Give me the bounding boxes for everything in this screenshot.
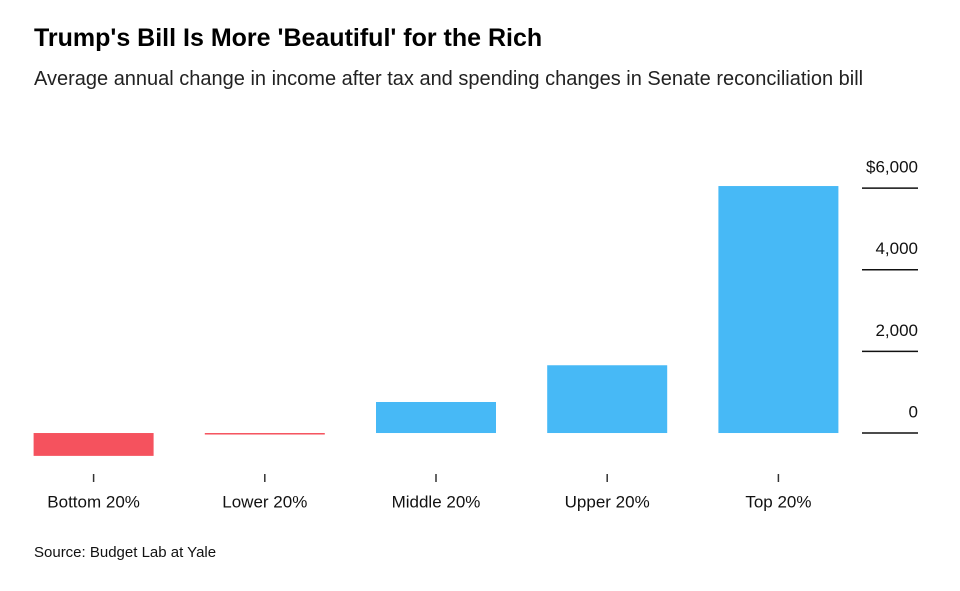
x-tick-label: Top 20%	[745, 492, 811, 511]
y-tick-label: 0	[909, 403, 918, 422]
chart-title: Trump's Bill Is More 'Beautiful' for the…	[34, 24, 543, 52]
x-tick-label: Middle 20%	[392, 492, 481, 511]
y-tick-label: 2,000	[875, 321, 918, 340]
bar	[33, 433, 154, 456]
x-tick-label: Upper 20%	[565, 492, 650, 511]
y-tick-label: $6,000	[866, 158, 918, 177]
bar	[718, 186, 839, 434]
source: Source: Budget Lab at Yale	[34, 544, 216, 561]
x-tick-label: Lower 20%	[222, 492, 307, 511]
bar	[204, 433, 325, 435]
bar	[376, 401, 496, 434]
chart-subtitle: Average annual change in income after ta…	[34, 68, 864, 90]
y-tick-label: 4,000	[875, 239, 918, 258]
x-tick-label: Bottom 20%	[47, 492, 140, 511]
bar	[547, 365, 668, 434]
